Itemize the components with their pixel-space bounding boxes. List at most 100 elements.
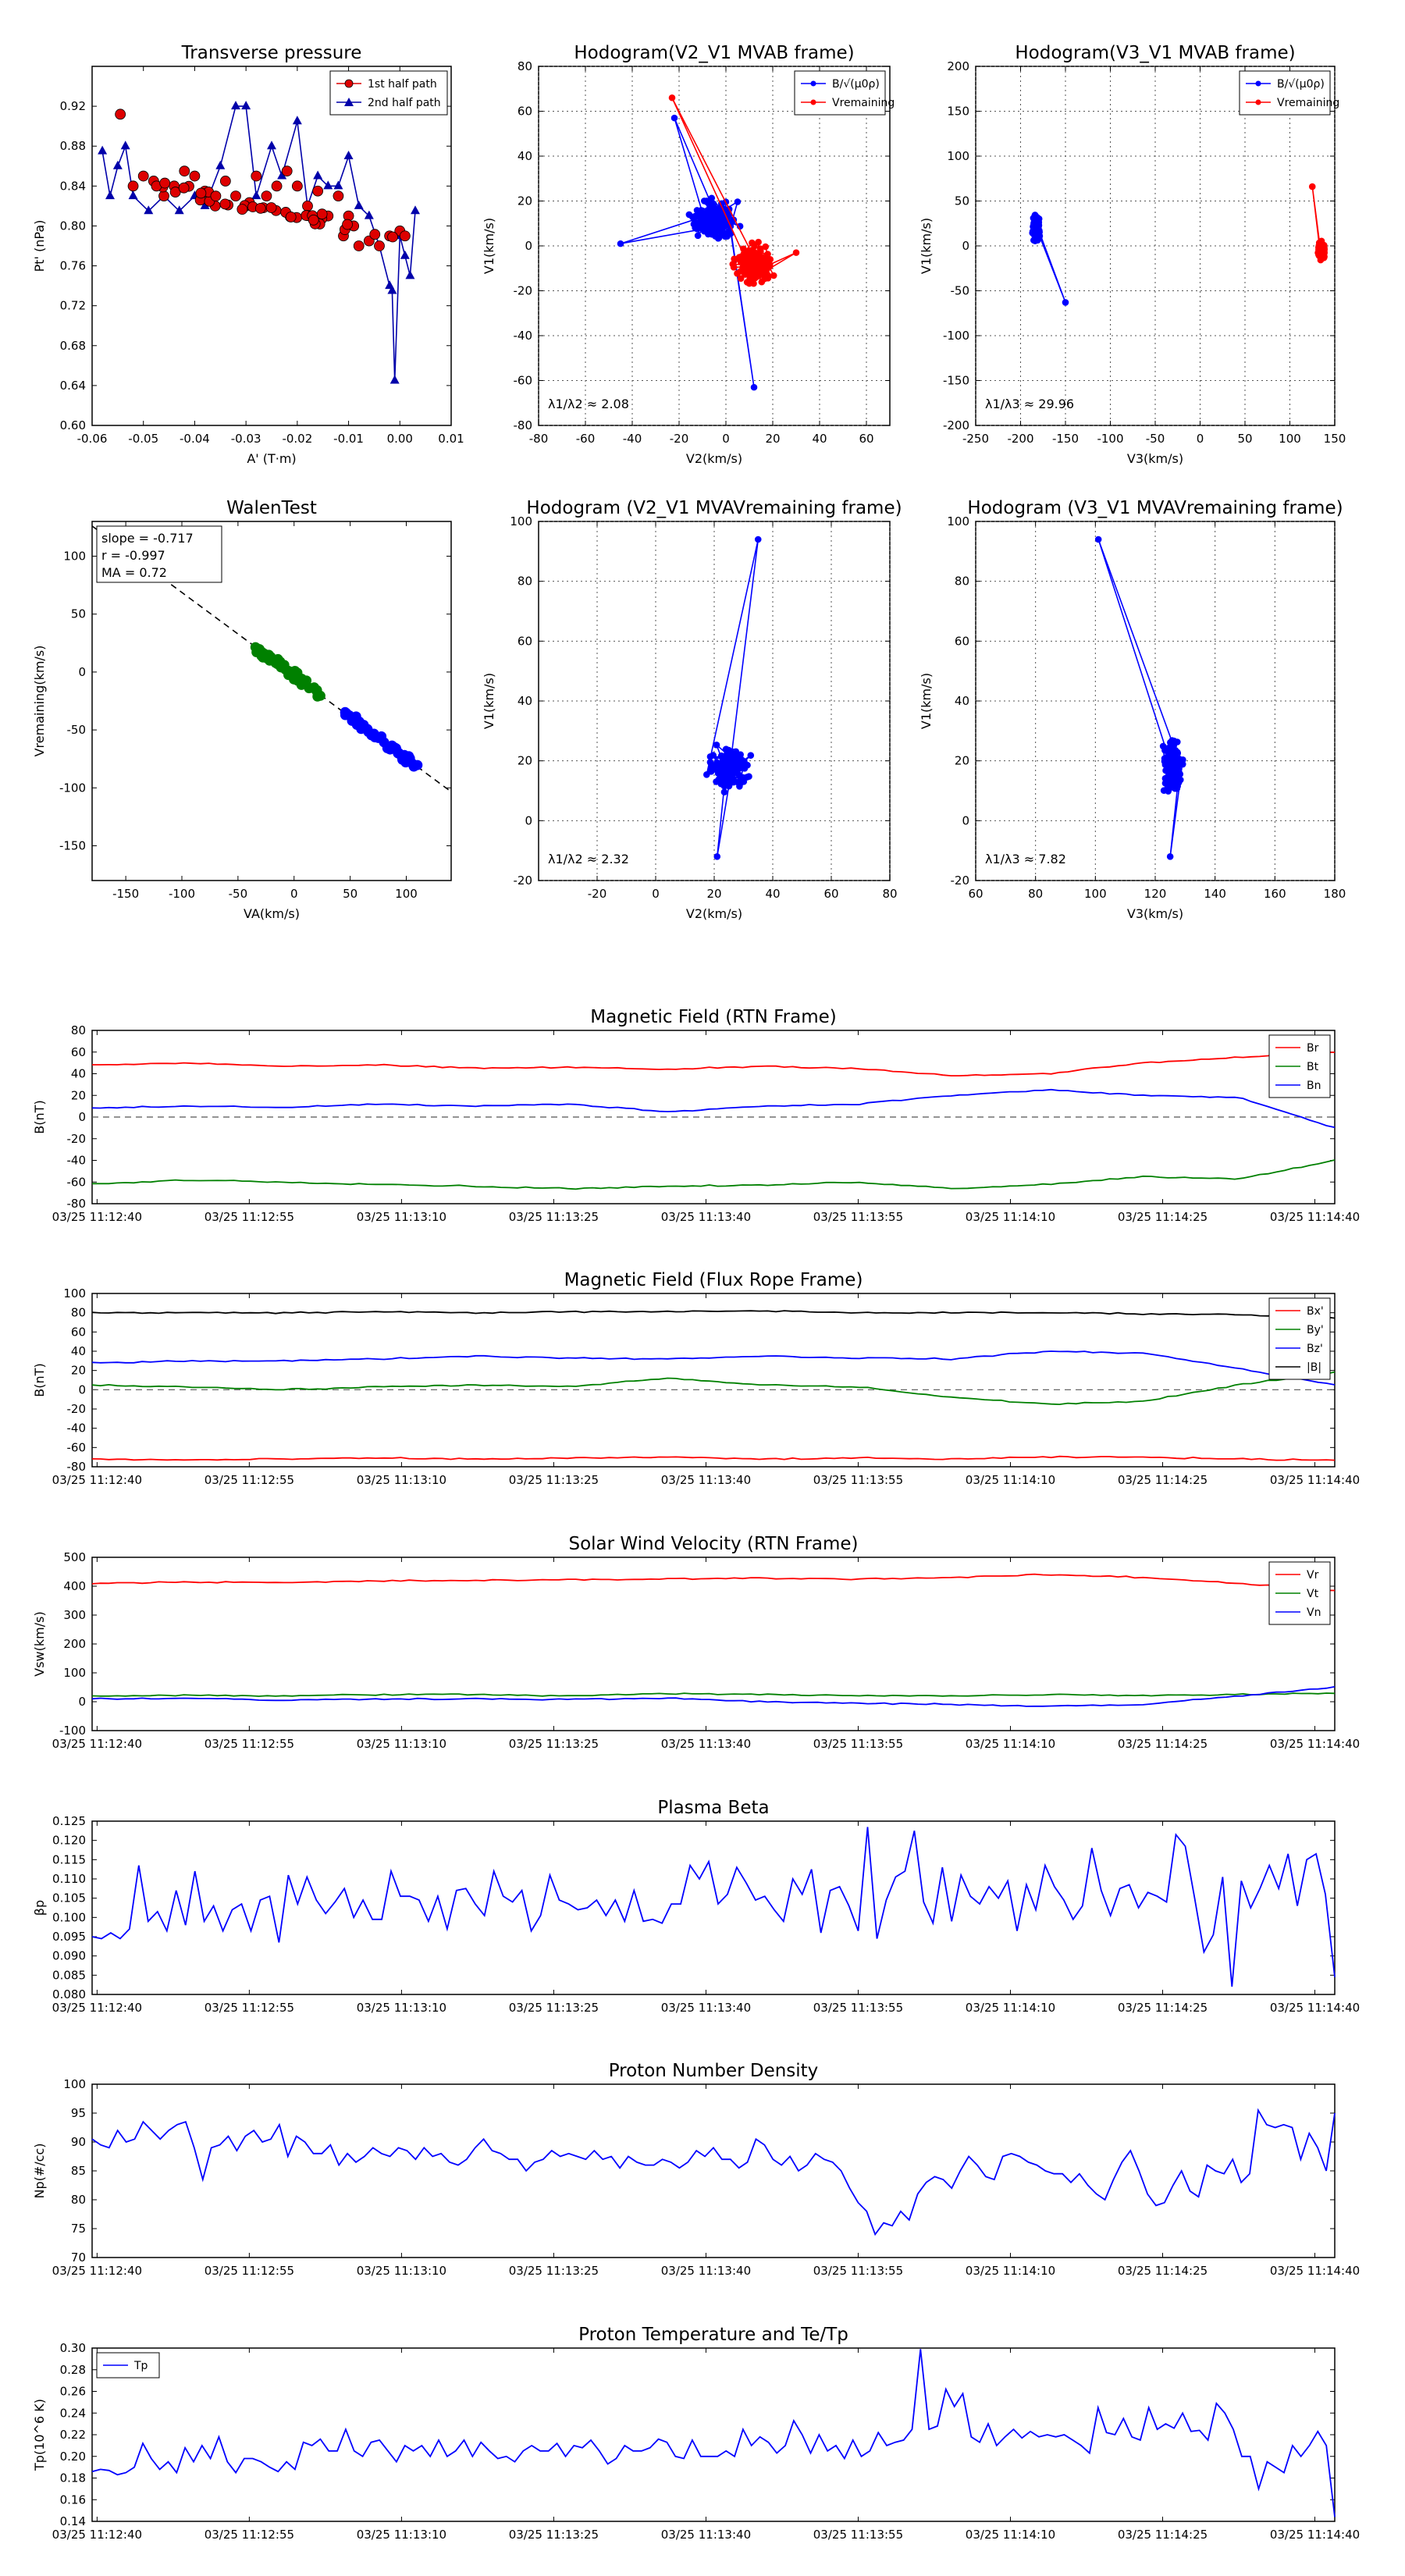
y-tick-label: -60 (514, 374, 533, 388)
y-tick-label: 0.28 (60, 2363, 86, 2377)
y-tick-label: -80 (514, 418, 533, 432)
data-point (265, 202, 277, 213)
stats-label: r = -0.997 (101, 548, 165, 563)
y-tick-label: 200 (947, 59, 969, 73)
y-tick-label: 85 (71, 2164, 86, 2178)
y-tick-label: 0.68 (60, 339, 86, 353)
data-point (215, 160, 226, 169)
y-tick-label: -20 (951, 873, 970, 888)
x-tick-label: 03/25 11:12:55 (205, 2264, 294, 2278)
x-tick-label: 03/25 11:14:40 (1270, 2001, 1360, 2015)
y-tick-label: 0 (78, 665, 86, 679)
x-tick-label: 03/25 11:14:40 (1270, 2528, 1360, 2542)
panel-h21: Hodogram(V2_V1 MVAB frame) -80 -60 -40 -20 0 2… (482, 43, 895, 466)
x-tick-label: 03/25 11:13:10 (357, 1737, 446, 1751)
data-point (313, 170, 323, 180)
x-tick-label: 03/25 11:12:40 (52, 1473, 142, 1487)
y-tick-label: 150 (947, 105, 969, 119)
y-tick-label: 0.090 (52, 1949, 86, 1963)
y-tick-label: -80 (67, 1197, 87, 1211)
y-tick-label: 60 (71, 1045, 86, 1059)
data-point (715, 234, 723, 242)
y-axis-label: V1(km/s) (919, 218, 934, 274)
legend-label: Bn (1307, 1080, 1321, 1092)
y-tick-label: 70 (71, 2250, 86, 2265)
y-tick-label: 0 (78, 1695, 86, 1709)
data-point (1164, 781, 1171, 788)
x-tick-label: 03/25 11:13:40 (661, 1210, 751, 1224)
data-point (758, 278, 766, 286)
data-point (340, 706, 350, 717)
y-tick-label: 500 (63, 1550, 86, 1564)
x-tick-label: 03/25 11:12:40 (52, 1210, 142, 1224)
x-tick-label: 03/25 11:14:10 (966, 2001, 1055, 2015)
series-line (91, 1827, 1336, 1987)
data-point (708, 767, 716, 774)
data-point (316, 208, 328, 220)
data-point (272, 653, 283, 664)
x-tick-label: 0.00 (387, 432, 413, 446)
axes-frame (91, 521, 452, 881)
y-tick-label: 0.100 (52, 1910, 86, 1924)
data-point (713, 742, 720, 749)
data-point (745, 252, 753, 260)
x-tick-label: -0.01 (333, 432, 364, 446)
data-point (720, 222, 727, 230)
x-tick-label: -50 (1146, 432, 1165, 446)
x-tick-label: 03/25 11:12:40 (52, 1737, 142, 1751)
data-point (752, 274, 759, 282)
data-point (390, 744, 401, 755)
legend-box (1268, 1297, 1331, 1380)
data-point (1161, 755, 1168, 762)
y-tick-label: 0.20 (60, 2450, 86, 2464)
data-point (312, 185, 324, 197)
data-point (1170, 737, 1178, 745)
x-tick-label: 03/25 11:13:25 (509, 1737, 599, 1751)
legend-label: Vr (1307, 1569, 1319, 1582)
data-point (722, 745, 730, 753)
data-point (714, 217, 722, 224)
data-point (251, 170, 262, 182)
y-axis-label: Pt' (nPa) (32, 220, 47, 272)
y-tick-label: -20 (514, 284, 533, 298)
x-axis-label: V3(km/s) (1127, 906, 1183, 921)
y-tick-label: 40 (71, 1067, 86, 1081)
x-tick-label: 03/25 11:13:10 (357, 2001, 446, 2015)
x-tick-label: 100 (1084, 887, 1107, 901)
y-tick-label: 0.80 (60, 219, 86, 233)
data-point (219, 176, 231, 187)
x-tick-label: 03/25 11:13:25 (509, 1473, 599, 1487)
x-tick-label: -0.03 (231, 432, 261, 446)
y-tick-label: 100 (63, 550, 86, 564)
y-tick-label: -20 (67, 1132, 87, 1146)
y-tick-label: -80 (67, 1460, 87, 1474)
data-point (290, 667, 301, 678)
y-tick-label: 100 (947, 149, 969, 163)
y-tick-label: 80 (518, 575, 532, 589)
x-tick-label: -20 (670, 432, 689, 446)
data-point (714, 760, 722, 767)
x-tick-label: 03/25 11:13:10 (357, 1210, 446, 1224)
legend-marker (1255, 99, 1261, 105)
data-point (179, 165, 190, 177)
x-tick-label: 0 (1197, 432, 1204, 446)
data-point (219, 198, 231, 210)
data-point (706, 759, 714, 766)
legend-box (1239, 70, 1331, 116)
x-tick-label: 03/25 11:14:10 (966, 1737, 1055, 1751)
legend-marker (344, 98, 354, 106)
data-point (1160, 787, 1168, 794)
data-point (764, 251, 771, 258)
x-tick-label: 03/25 11:12:40 (52, 2001, 142, 2015)
x-tick-label: 60 (859, 432, 873, 446)
data-point (668, 94, 676, 101)
panel-title: Plasma Beta (657, 1798, 769, 1818)
legend-label: |B| (1307, 1361, 1321, 1374)
legend-label: Tp (133, 2360, 148, 2372)
panel-tp: Proton Temperature and Te/Tp 03/25 11:12:… (32, 2325, 1360, 2542)
x-tick-label: 03/25 11:14:40 (1270, 1473, 1360, 1487)
panel-title: Hodogram (V3_V1 MVAVremaining frame) (967, 498, 1343, 518)
data-point (366, 730, 377, 741)
y-tick-label: 40 (518, 694, 532, 708)
legend-box (329, 70, 448, 116)
